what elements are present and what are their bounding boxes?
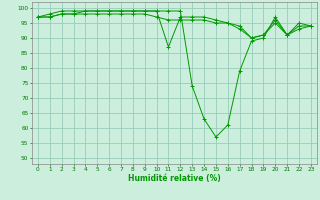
X-axis label: Humidité relative (%): Humidité relative (%) xyxy=(128,174,221,183)
